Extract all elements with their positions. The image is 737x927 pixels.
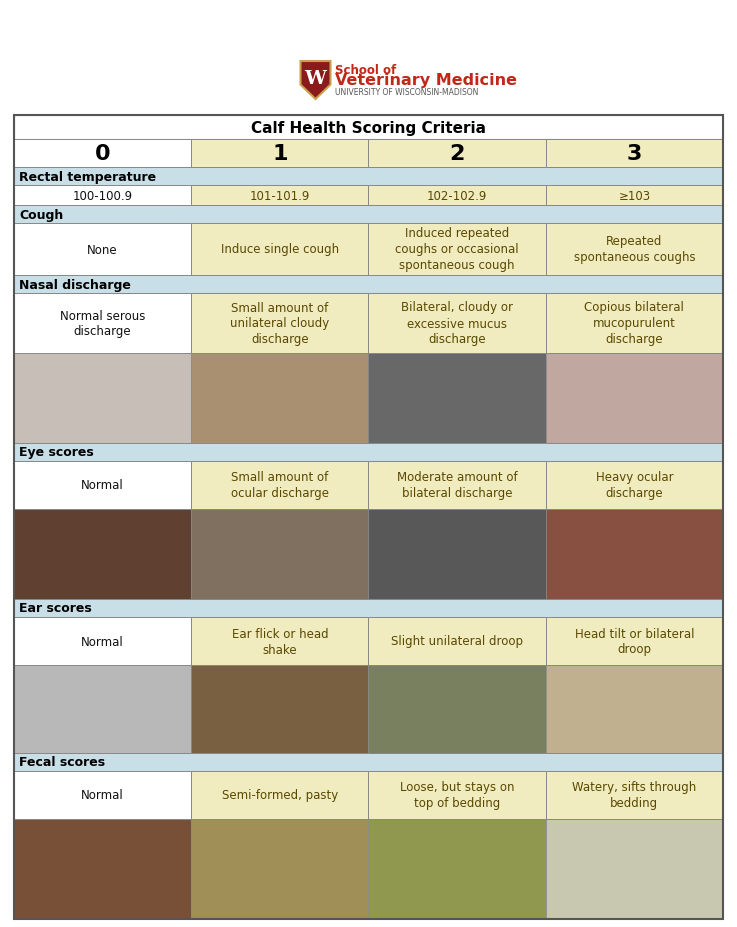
Bar [191, 140, 368, 168]
Bar [368, 140, 546, 168]
Text: 101-101.9: 101-101.9 [250, 189, 310, 202]
Bar [14, 294, 191, 353]
Bar [14, 753, 723, 771]
Bar [14, 275, 723, 294]
Text: Induce single cough: Induce single cough [221, 243, 339, 256]
Bar [191, 462, 368, 510]
Bar [546, 510, 723, 600]
Bar [368, 819, 546, 919]
Bar [14, 819, 191, 919]
Text: Induced repeated
coughs or occasional
spontaneous cough: Induced repeated coughs or occasional sp… [395, 227, 519, 273]
Bar [546, 771, 723, 819]
Bar [14, 617, 191, 666]
Bar [368, 185, 546, 206]
Bar [546, 617, 723, 666]
Text: 2: 2 [450, 144, 465, 164]
Bar [368, 353, 546, 443]
Text: 3: 3 [626, 144, 642, 164]
Text: UNIVERSITY OF WISCONSIN-MADISON: UNIVERSITY OF WISCONSIN-MADISON [335, 88, 479, 96]
Text: Moderate amount of
bilateral discharge: Moderate amount of bilateral discharge [397, 471, 517, 500]
Bar [191, 294, 368, 353]
Text: Nasal discharge: Nasal discharge [19, 278, 131, 291]
Text: Small amount of
unilateral cloudy
discharge: Small amount of unilateral cloudy discha… [230, 301, 329, 346]
Text: School of: School of [335, 64, 397, 77]
Bar [14, 666, 191, 753]
Text: Watery, sifts through
bedding: Watery, sifts through bedding [572, 781, 696, 809]
Bar [14, 206, 723, 223]
Bar [14, 443, 723, 462]
Bar [191, 510, 368, 600]
Bar [14, 600, 723, 617]
Text: ≥103: ≥103 [618, 189, 651, 202]
Bar [368, 617, 546, 666]
Text: Loose, but stays on
top of bedding: Loose, but stays on top of bedding [400, 781, 514, 809]
Text: Fecal scores: Fecal scores [19, 756, 105, 768]
Bar [191, 666, 368, 753]
Bar [546, 353, 723, 443]
Text: Eye scores: Eye scores [19, 446, 94, 459]
Text: Repeated
spontaneous coughs: Repeated spontaneous coughs [573, 235, 695, 264]
Text: Calf Health Scoring Criteria: Calf Health Scoring Criteria [251, 121, 486, 135]
Bar [14, 462, 191, 510]
Bar [14, 168, 723, 185]
Bar [546, 666, 723, 753]
Text: 102-102.9: 102-102.9 [427, 189, 487, 202]
Text: 0: 0 [95, 144, 111, 164]
Text: Normal: Normal [81, 479, 124, 492]
Bar [14, 771, 191, 819]
Text: 1: 1 [272, 144, 287, 164]
Text: Ear scores: Ear scores [19, 602, 91, 615]
Text: Small amount of
ocular discharge: Small amount of ocular discharge [231, 471, 329, 500]
Text: Head tilt or bilateral
droop: Head tilt or bilateral droop [575, 627, 694, 655]
Bar [368, 294, 546, 353]
Bar [368, 771, 546, 819]
Bar [368, 462, 546, 510]
Text: Copious bilateral
mucopurulent
discharge: Copious bilateral mucopurulent discharge [584, 301, 685, 346]
Bar [14, 185, 191, 206]
Text: 100-100.9: 100-100.9 [72, 189, 133, 202]
Text: Normal: Normal [81, 789, 124, 802]
Bar [191, 353, 368, 443]
Text: Normal: Normal [81, 635, 124, 648]
Bar [546, 462, 723, 510]
Bar [546, 223, 723, 275]
Bar [546, 185, 723, 206]
Bar [191, 223, 368, 275]
Text: Heavy ocular
discharge: Heavy ocular discharge [595, 471, 673, 500]
Bar [14, 116, 723, 919]
Bar [546, 819, 723, 919]
Bar [368, 666, 546, 753]
Polygon shape [301, 62, 330, 100]
Bar [191, 819, 368, 919]
Text: Normal serous
discharge: Normal serous discharge [60, 310, 145, 338]
Text: Semi-formed, pasty: Semi-formed, pasty [222, 789, 338, 802]
Bar [546, 294, 723, 353]
Bar [368, 223, 546, 275]
Bar [14, 353, 191, 443]
Text: Veterinary Medicine: Veterinary Medicine [335, 73, 517, 88]
Text: Ear flick or head
shake: Ear flick or head shake [231, 627, 328, 655]
Bar [14, 223, 191, 275]
Bar [368, 510, 546, 600]
Text: Rectal temperature: Rectal temperature [19, 171, 156, 184]
Bar [14, 140, 191, 168]
Bar [14, 510, 191, 600]
Text: Cough: Cough [19, 209, 63, 222]
Text: Slight unilateral droop: Slight unilateral droop [391, 635, 523, 648]
Bar [191, 617, 368, 666]
Text: W: W [304, 70, 326, 88]
Text: None: None [87, 243, 118, 256]
Bar [191, 771, 368, 819]
Bar [191, 185, 368, 206]
Text: Bilateral, cloudy or
excessive mucus
discharge: Bilateral, cloudy or excessive mucus dis… [401, 301, 513, 346]
Bar [546, 140, 723, 168]
Bar [14, 116, 723, 140]
